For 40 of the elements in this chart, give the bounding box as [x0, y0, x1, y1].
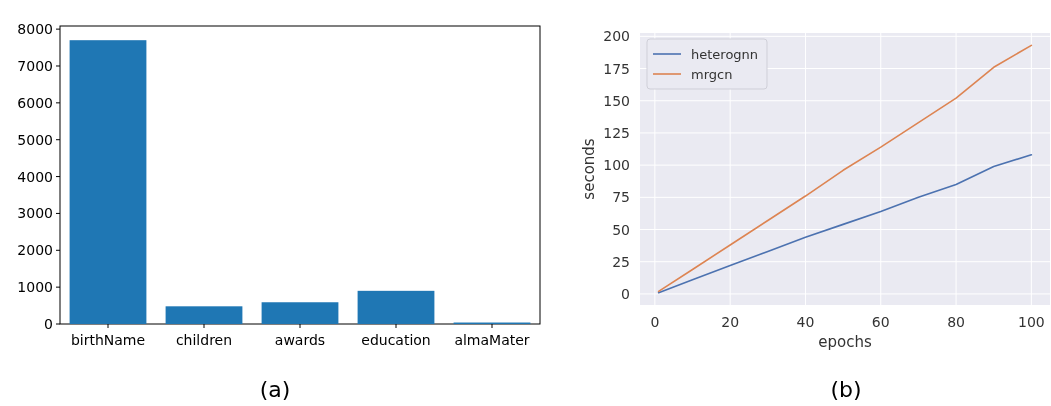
y-axis-title: seconds: [580, 138, 598, 200]
legend-label: heterognn: [691, 47, 759, 62]
y-tick-label: 1000: [17, 279, 53, 296]
y-tick-label: 200: [603, 28, 630, 45]
x-tick-label: awards: [274, 332, 326, 348]
bar: [165, 306, 243, 324]
bar: [357, 290, 435, 324]
x-tick-label: 100: [1018, 314, 1045, 330]
x-axis-title: epochs: [818, 333, 872, 351]
line-series: [657, 44, 1033, 293]
y-tick-label: 50: [612, 221, 630, 238]
y-tick-label: 150: [603, 92, 630, 109]
x-tick-label: children: [175, 332, 233, 348]
y-tick-label: 5000: [17, 131, 53, 148]
y-tick-label: 75: [612, 189, 630, 206]
y-tick-label: 6000: [17, 94, 53, 111]
x-tick-label: 40: [796, 314, 815, 330]
y-tick-label: 25: [612, 253, 630, 270]
bar: [69, 40, 147, 324]
x-tick-label: 20: [721, 314, 740, 330]
x-tick-label: 0: [650, 314, 660, 330]
y-tick-label: 3000: [17, 205, 53, 222]
y-tick-label: 2000: [17, 242, 53, 259]
line-series: [657, 154, 1033, 294]
y-tick-label: 125: [603, 124, 630, 141]
y-tick-label: 4000: [17, 168, 53, 185]
y-tick-label: 7000: [17, 57, 53, 74]
x-tick-label: 60: [871, 314, 890, 330]
bar: [261, 302, 339, 324]
y-tick-label: 100: [603, 157, 630, 174]
y-tick-label: 0: [621, 285, 630, 302]
y-tick-label: 8000: [17, 21, 53, 38]
text: (b): [830, 377, 862, 402]
x-tick-label: education: [361, 332, 431, 348]
x-tick-label: 80: [947, 314, 965, 330]
text: (a): [259, 377, 291, 402]
legend-label: mrgcn: [691, 67, 733, 82]
x-tick-label: birthName: [70, 332, 146, 348]
x-tick-label: almaMater: [454, 332, 530, 348]
y-tick-label: 175: [603, 60, 630, 77]
